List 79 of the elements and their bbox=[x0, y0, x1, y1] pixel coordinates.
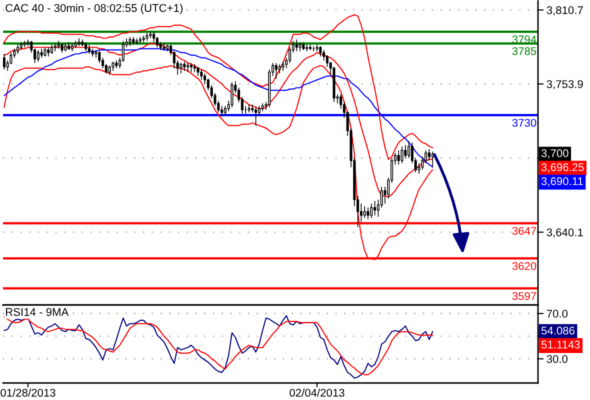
candlestick bbox=[166, 44, 169, 52]
candlestick bbox=[36, 50, 40, 62]
ref-line-label: 3620 bbox=[512, 262, 536, 270]
y-tick-label: 30.0 bbox=[546, 355, 568, 363]
candlestick bbox=[248, 104, 250, 113]
candlestick bbox=[319, 46, 322, 57]
candlestick bbox=[230, 82, 234, 108]
ref-line-label: 3730 bbox=[512, 118, 536, 127]
candlestick bbox=[162, 43, 166, 50]
text: 3,696.25 bbox=[541, 163, 584, 172]
candlestick bbox=[68, 42, 70, 50]
candlestick bbox=[193, 64, 196, 73]
candlestick bbox=[366, 207, 370, 220]
candlestick bbox=[196, 66, 200, 76]
candlestick bbox=[20, 42, 22, 50]
candlestick bbox=[3, 53, 6, 70]
candlestick bbox=[108, 65, 111, 76]
candlestick bbox=[115, 60, 118, 69]
candlestick bbox=[146, 32, 148, 42]
line-series bbox=[4, 14, 434, 160]
candlestick bbox=[363, 206, 366, 218]
candlestick bbox=[186, 62, 190, 73]
ref-line-label: 3647 bbox=[512, 226, 536, 235]
candlestick bbox=[60, 43, 64, 53]
candlestick bbox=[308, 44, 312, 50]
x-tick-label: 01/28/2013 bbox=[0, 388, 56, 397]
candlestick bbox=[200, 69, 203, 80]
chart-title: RSI14 - 9MA bbox=[6, 308, 69, 316]
y-tick-label: 3,753.9 bbox=[546, 80, 583, 90]
y-tick-label: 3,640.1 bbox=[546, 228, 583, 238]
candlestick bbox=[138, 36, 142, 44]
candlestick bbox=[40, 48, 43, 58]
candlestick bbox=[91, 48, 94, 57]
candlestick bbox=[261, 102, 264, 112]
candlestick bbox=[295, 39, 298, 52]
candlestick bbox=[70, 43, 74, 52]
candlestick bbox=[50, 44, 54, 54]
text: 3,690.11 bbox=[541, 177, 583, 186]
candlestick bbox=[16, 44, 20, 54]
text: 3,700 bbox=[541, 149, 568, 158]
candlestick bbox=[374, 200, 376, 216]
candlestick bbox=[64, 43, 67, 52]
candlestick bbox=[57, 40, 60, 50]
candlestick bbox=[112, 61, 114, 72]
y-tick-label: 3,810.7 bbox=[546, 6, 583, 16]
candlestick bbox=[88, 44, 90, 54]
candlestick bbox=[142, 35, 145, 43]
candlestick bbox=[298, 42, 302, 52]
candlestick bbox=[180, 62, 182, 74]
text: 51.1143 bbox=[541, 340, 580, 349]
candlestick bbox=[183, 61, 186, 72]
candlestick bbox=[302, 42, 305, 50]
candlestick bbox=[84, 42, 88, 52]
ref-line-label: 3597 bbox=[512, 292, 536, 300]
candlestick bbox=[149, 31, 152, 39]
candlestick bbox=[54, 43, 56, 52]
candlestick bbox=[136, 38, 138, 46]
candlestick bbox=[74, 40, 77, 48]
candlestick bbox=[132, 36, 135, 46]
candlestick bbox=[400, 146, 404, 164]
ref-line-label: 3785 bbox=[512, 47, 536, 56]
candlestick bbox=[306, 44, 308, 52]
text: 54.086 bbox=[541, 326, 574, 335]
candlestick bbox=[431, 151, 434, 168]
candlestick bbox=[47, 46, 50, 57]
chart-title: CAC 40 - 30min - 08:02:55 (UTC+1) bbox=[6, 4, 183, 14]
candlestick bbox=[397, 150, 400, 166]
candlestick bbox=[128, 36, 132, 46]
line-series bbox=[4, 42, 434, 198]
candlestick bbox=[44, 46, 46, 57]
candlestick bbox=[23, 40, 26, 48]
x-tick-label: 02/04/2013 bbox=[290, 388, 344, 397]
candlestick bbox=[282, 61, 284, 72]
candlestick bbox=[78, 38, 80, 46]
candlestick bbox=[370, 203, 373, 218]
candlestick bbox=[190, 62, 192, 73]
candlestick bbox=[254, 106, 258, 126]
y-tick-label: 70.0 bbox=[546, 310, 568, 318]
candlestick bbox=[274, 62, 278, 80]
